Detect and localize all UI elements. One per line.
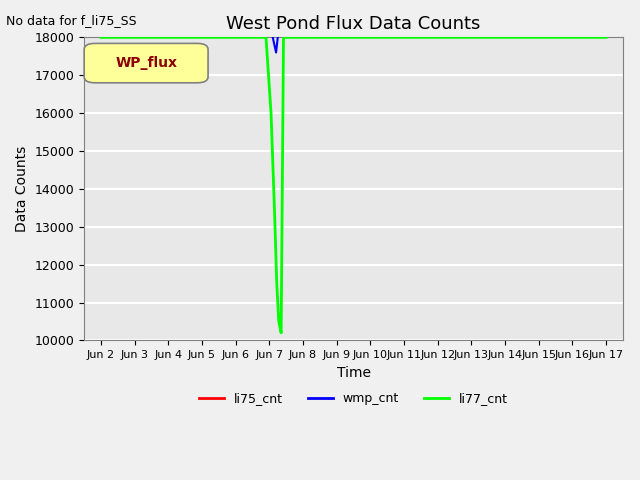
li77_cnt [280, 35, 287, 40]
li77_cnt [262, 35, 270, 40]
wmp_cnt [269, 35, 276, 40]
li77_cnt [97, 35, 105, 40]
Title: West Pond Flux Data Counts: West Pond Flux Data Counts [227, 15, 481, 33]
li77_cnt [277, 330, 285, 336]
X-axis label: Time: Time [337, 366, 371, 380]
Text: WP_flux: WP_flux [115, 56, 177, 70]
li77_cnt [271, 205, 278, 211]
li77_cnt [602, 35, 610, 40]
wmp_cnt [274, 35, 282, 40]
Line: li77_cnt: li77_cnt [101, 37, 606, 333]
wmp_cnt [272, 49, 280, 55]
li77_cnt [275, 319, 283, 324]
Text: No data for f_li75_SS: No data for f_li75_SS [6, 14, 137, 27]
li77_cnt [273, 281, 280, 287]
Line: wmp_cnt: wmp_cnt [273, 37, 278, 52]
Y-axis label: Data Counts: Data Counts [15, 146, 29, 232]
Legend: li75_cnt, wmp_cnt, li77_cnt: li75_cnt, wmp_cnt, li77_cnt [194, 387, 513, 410]
FancyBboxPatch shape [84, 43, 208, 83]
li77_cnt [268, 110, 275, 116]
wmp_cnt [271, 42, 278, 48]
